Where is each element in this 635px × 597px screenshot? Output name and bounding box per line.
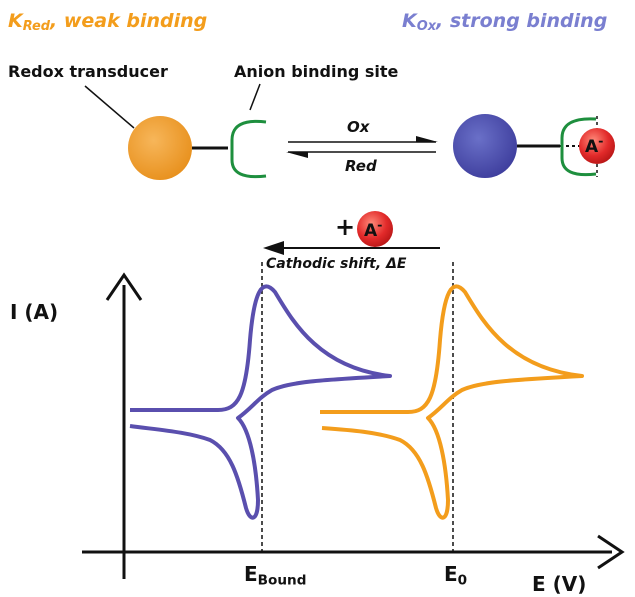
plus-sign: +	[335, 213, 356, 241]
added-anion-label: A-	[364, 218, 383, 241]
left-binding-site	[230, 119, 267, 179]
right-binding-site	[560, 117, 597, 177]
red-label: Red	[345, 157, 377, 175]
forward-arrow-head	[416, 136, 438, 142]
bound-voltammogram	[129, 284, 392, 520]
x-axis-label: E (V)	[532, 572, 587, 596]
bound-anion-sphere	[579, 128, 615, 164]
redox-leader-line	[84, 85, 135, 129]
x-axis-arrow	[597, 534, 625, 570]
anion-binding-site-label: Anion binding site	[234, 62, 399, 81]
kred-heading: KRed, weak binding	[8, 10, 208, 35]
reverse-arrow-head	[286, 152, 308, 158]
bound-anion-label: A-	[585, 134, 604, 157]
added-anion-sphere	[357, 211, 393, 247]
oxidized-transducer-sphere	[453, 114, 517, 178]
y-axis-arrow	[105, 272, 143, 301]
cathodic-shift-label: Cathodic shift, ΔE	[266, 256, 407, 272]
ebound-label: EBound	[244, 562, 307, 589]
kox-heading: KOx, strong binding	[402, 10, 608, 35]
free-voltammogram	[320, 284, 584, 520]
redox-transducer-label: Redox transducer	[8, 62, 168, 81]
reduced-transducer-sphere	[128, 116, 192, 180]
e0-label: E0	[444, 562, 468, 589]
ox-label: Ox	[347, 118, 370, 136]
y-axis-label: I (A)	[10, 300, 59, 324]
shift-arrow-head	[263, 241, 284, 255]
anion-leader-line	[249, 83, 261, 111]
